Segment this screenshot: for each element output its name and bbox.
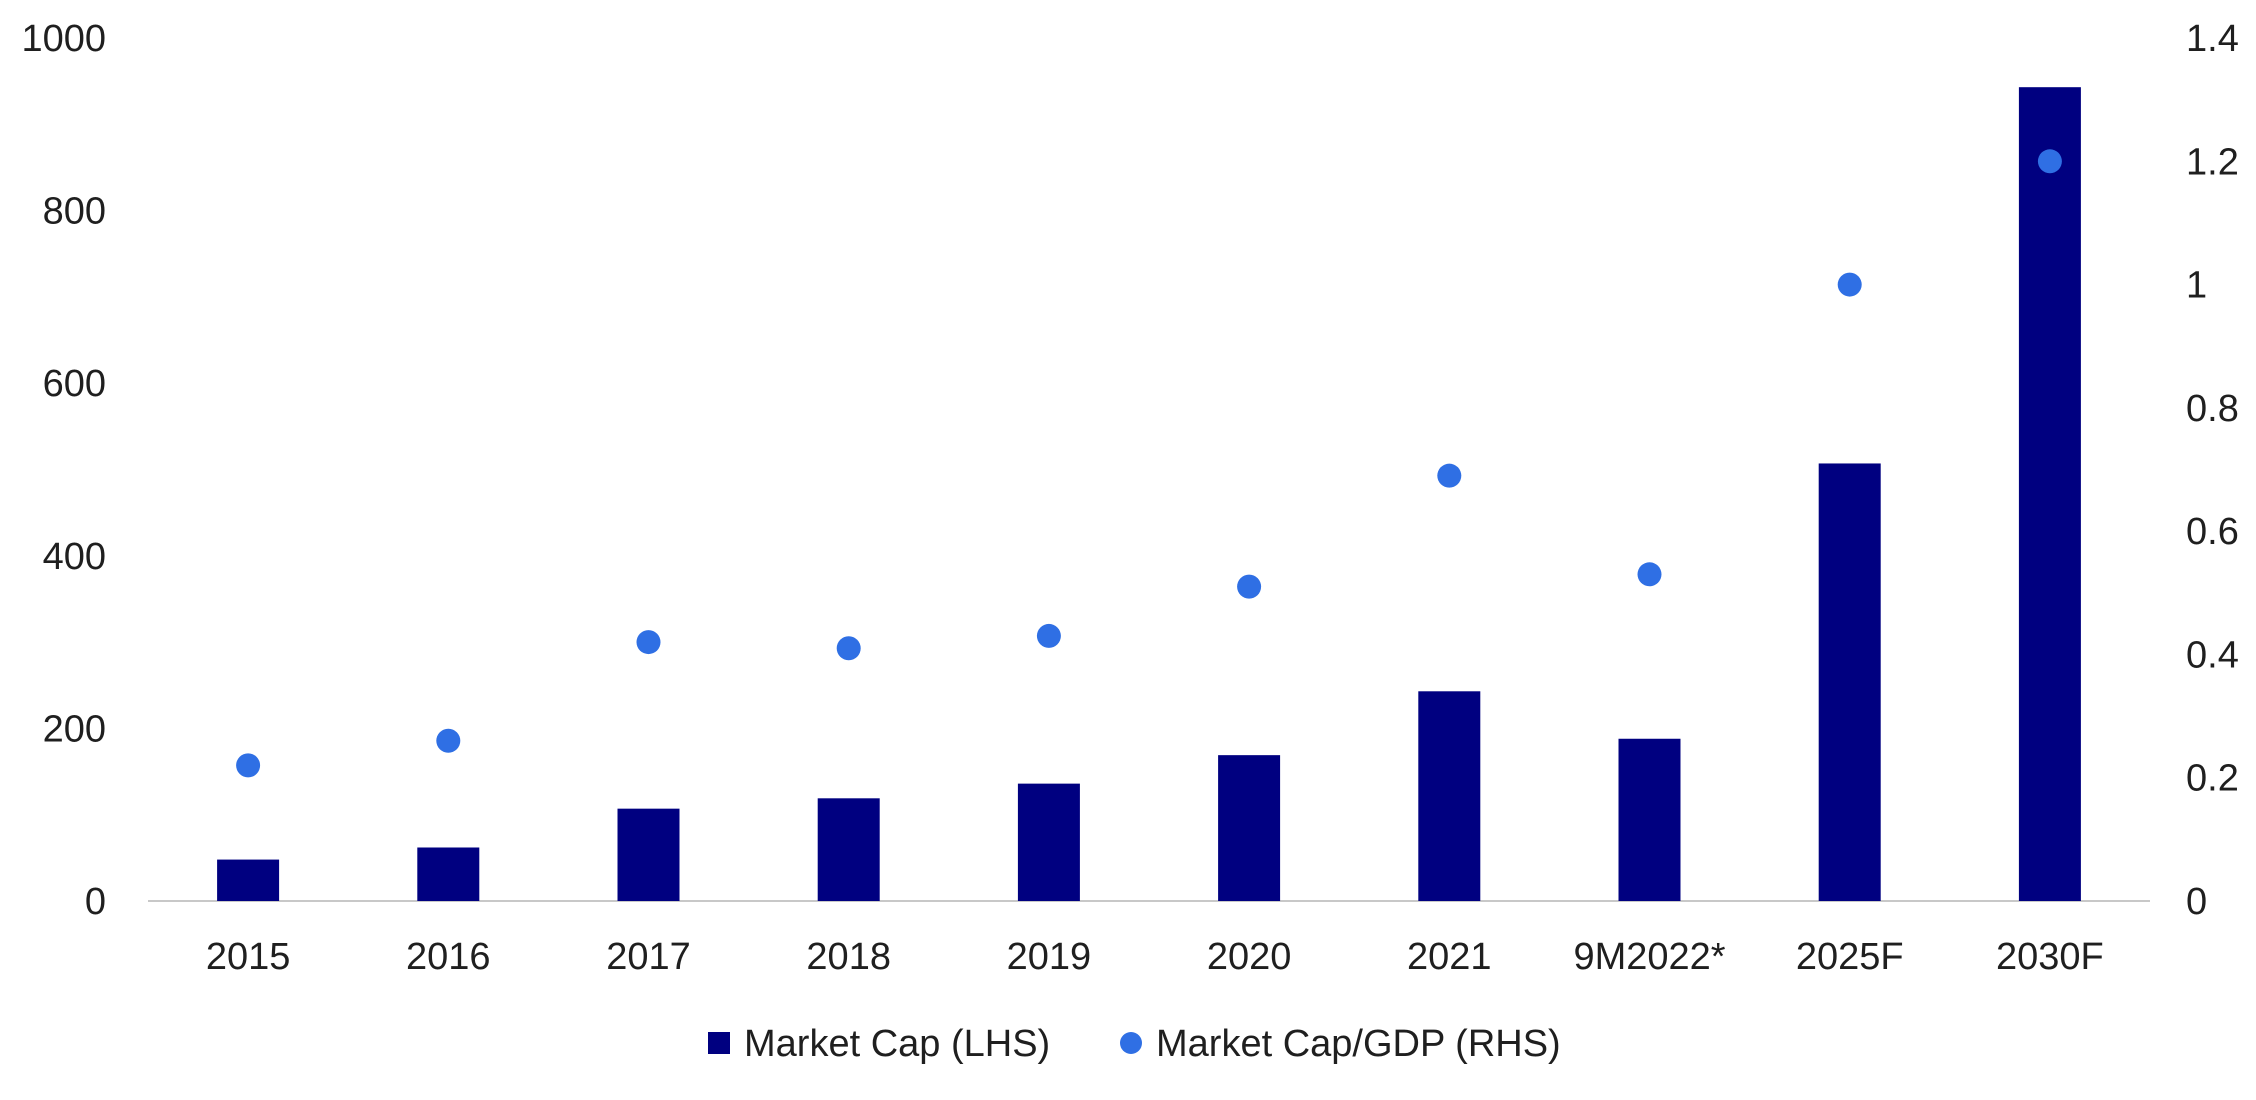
legend-item-market-cap-gdp-rhs: Market Cap/GDP (RHS) xyxy=(1120,1023,1561,1065)
right-tick-label: 0.6 xyxy=(2186,511,2239,553)
x-axis-labels: 2015 2016 2017 2018 2019 2020 2021 9M2022* 2025F… xyxy=(206,936,2104,978)
point-2025f xyxy=(1837,272,1862,297)
legend-label: Market Cap (LHS) xyxy=(744,1023,1050,1065)
left-tick-label: 1000 xyxy=(21,18,106,60)
x-tick-label-2030f: 2030F xyxy=(1996,936,2104,978)
right-tick-label: 0.8 xyxy=(2186,388,2239,430)
point-2019 xyxy=(1036,623,1061,648)
x-tick-label-2019: 2019 xyxy=(1007,936,1092,978)
right-tick-label: 1 xyxy=(2186,265,2207,307)
right-axis: 0 0.2 0.4 0.6 0.8 1 1.2 1.4 xyxy=(2186,18,2239,923)
scatter-series-market-cap-gdp xyxy=(236,149,2062,778)
right-tick-label: 0.4 xyxy=(2186,634,2239,676)
bar-2030f xyxy=(2018,87,2081,902)
point-2021 xyxy=(1437,463,1462,488)
right-tick-label: 0.2 xyxy=(2186,758,2239,800)
x-tick-label-2021: 2021 xyxy=(1407,936,1492,978)
left-tick-label: 400 xyxy=(43,536,106,578)
left-tick-label: 200 xyxy=(43,708,106,750)
left-axis: 0 200 400 600 800 1000 xyxy=(21,18,106,923)
x-tick-label-2016: 2016 xyxy=(406,936,491,978)
x-tick-label-2015: 2015 xyxy=(206,936,291,978)
right-tick-label: 0 xyxy=(2186,881,2207,923)
bar-2025f xyxy=(1818,463,1881,901)
x-tick-label-9m2022: 9M2022* xyxy=(1573,936,1725,978)
bar-series-market-cap xyxy=(217,87,2081,902)
bar-2016 xyxy=(417,847,480,901)
point-2017 xyxy=(636,630,661,655)
point-9m2022 xyxy=(1637,562,1662,587)
bar-2021 xyxy=(1418,691,1481,901)
x-tick-label-2017: 2017 xyxy=(606,936,691,978)
x-tick-label-2020: 2020 xyxy=(1207,936,1292,978)
legend-circle-marker xyxy=(1120,1032,1142,1054)
point-2015 xyxy=(236,753,261,778)
bar-2017 xyxy=(617,808,680,901)
point-2030f xyxy=(2037,149,2062,174)
bar-2019 xyxy=(1017,783,1080,901)
bar-9m2022 xyxy=(1618,738,1681,901)
x-tick-label-2018: 2018 xyxy=(806,936,891,978)
bar-2018 xyxy=(817,798,880,901)
right-tick-label: 1.4 xyxy=(2186,18,2239,60)
left-tick-label: 800 xyxy=(43,191,106,233)
left-tick-label: 600 xyxy=(43,363,106,405)
bar-2020 xyxy=(1218,755,1281,901)
left-tick-label: 0 xyxy=(85,881,106,923)
legend: Market Cap (LHS) Market Cap/GDP (RHS) xyxy=(708,1023,1561,1065)
bar-2015 xyxy=(217,859,280,901)
x-tick-label-2025f: 2025F xyxy=(1796,936,1904,978)
legend-square-marker xyxy=(708,1032,730,1054)
legend-label: Market Cap/GDP (RHS) xyxy=(1156,1023,1561,1065)
legend-item-market-cap-lhs: Market Cap (LHS) xyxy=(708,1023,1050,1065)
point-2020 xyxy=(1237,574,1262,599)
point-2016 xyxy=(436,728,461,753)
point-2018 xyxy=(836,636,861,661)
right-tick-label: 1.2 xyxy=(2186,141,2239,183)
